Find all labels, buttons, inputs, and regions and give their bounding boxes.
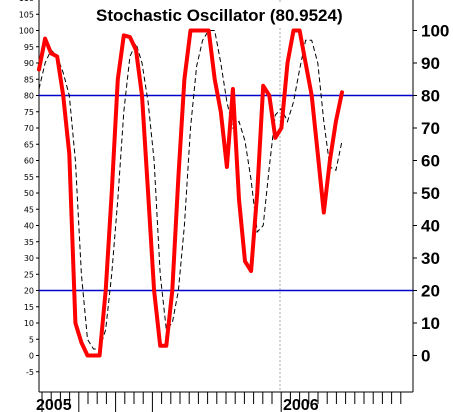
left-tick-label: 75: [24, 108, 34, 117]
right-tick-label: 90: [421, 54, 440, 73]
left-tick-label: 80: [24, 92, 34, 101]
left-tick-label: 85: [24, 75, 34, 84]
reference-lines: [39, 94, 413, 292]
right-tick-label: 100: [421, 22, 449, 41]
left-tick-label: 90: [24, 59, 34, 68]
x-tick-label: 2005: [36, 397, 72, 412]
left-tick-label: 55: [24, 173, 34, 182]
left-tick-label: 0: [29, 352, 34, 361]
left-tick-label: 5: [29, 335, 34, 344]
stochastic-series-line: [37, 28, 344, 358]
right-tick-label: 40: [421, 217, 440, 236]
title-backdrop: [92, 4, 360, 26]
signal-line-layer: [38, 30, 343, 350]
right-tick-label: 0: [421, 347, 430, 366]
left-tick-label: 45: [24, 205, 34, 214]
left-tick-label: 20: [24, 287, 34, 296]
right-tick-label: 20: [421, 282, 440, 301]
left-tick-label: 95: [24, 43, 34, 52]
right-tick-label: 70: [421, 119, 440, 138]
left-tick-label: 40: [24, 222, 34, 231]
left-tick-label: 105: [19, 10, 34, 19]
left-tick-label: 25: [24, 270, 34, 279]
left-tick-label: 30: [24, 254, 34, 263]
left-tick-label: 60: [24, 157, 34, 166]
left-tick-label: 50: [24, 189, 34, 198]
signal-series-line: [38, 30, 343, 350]
left-tick-label: 110: [19, 0, 34, 3]
right-tick-label: 60: [421, 152, 440, 171]
right-tick-label: 10: [421, 314, 440, 333]
left-tick-label: 10: [24, 319, 34, 328]
chart-title: Stochastic Oscillator (80.9524): [96, 6, 343, 25]
right-tick-label: 50: [421, 184, 440, 203]
left-tick-label: 35: [24, 238, 34, 247]
right-axis-labels: 0 10 20 30 40 50 60 70 80 90 100: [413, 22, 449, 366]
left-tick-label: 100: [19, 27, 34, 36]
plot-frame: [38, 0, 414, 393]
left-axis-labels: -5 0 5 10 15 20 25 30 35 40 45 50 55 60 65 70 75 80 85 90 95…: [19, 0, 39, 377]
x-tick-label: 2006: [283, 397, 319, 412]
right-tick-label: 80: [421, 87, 440, 106]
left-tick-label: 65: [24, 140, 34, 149]
x-axis: 2005 2006: [36, 392, 402, 412]
left-tick-label: 70: [24, 124, 34, 133]
left-tick-label: 15: [24, 303, 34, 312]
left-tick-label: -5: [26, 368, 34, 377]
right-tick-label: 30: [421, 249, 440, 268]
stochastic-line-layer: [37, 28, 344, 358]
